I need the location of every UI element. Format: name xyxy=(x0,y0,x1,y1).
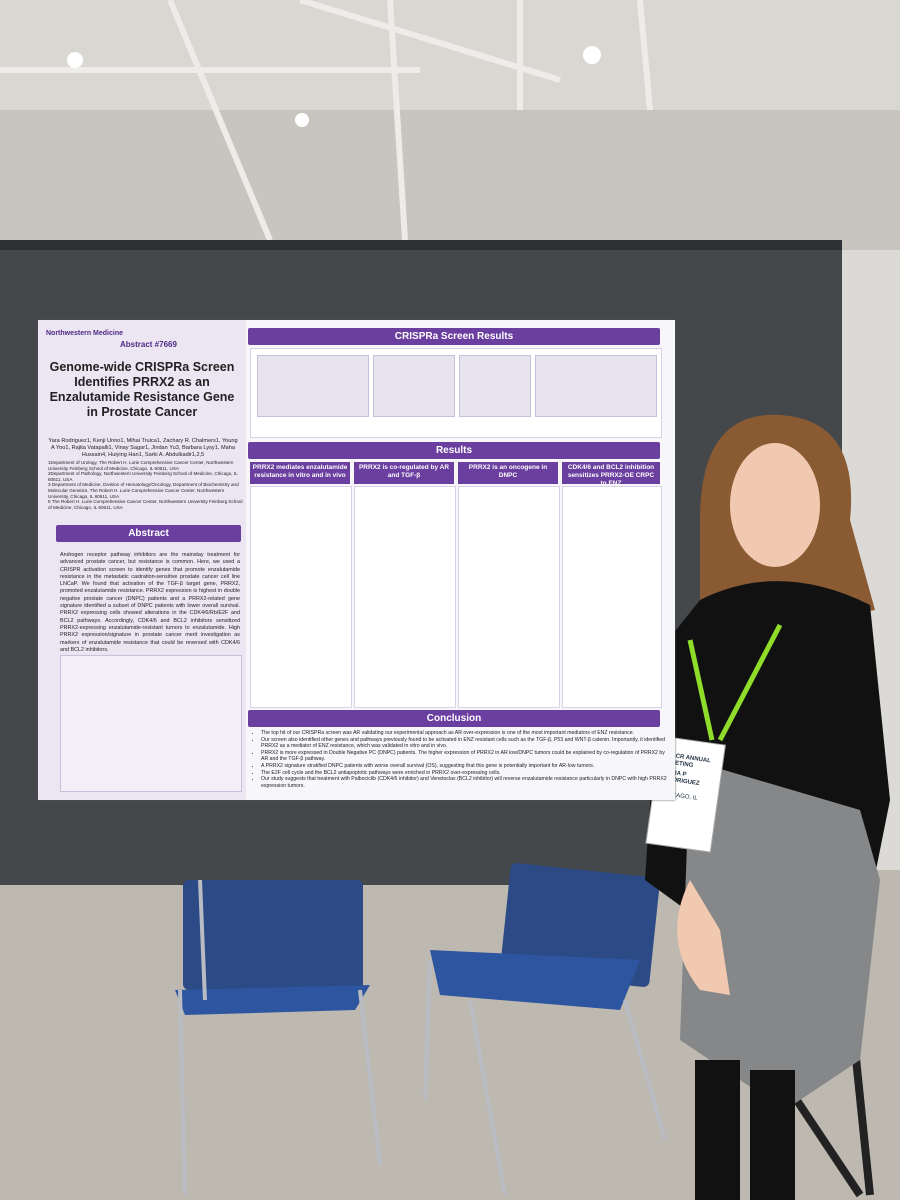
section-heading: Abstract xyxy=(56,525,241,542)
conclusion-bullet: The E2F cell cycle and the BCL2 antiapop… xyxy=(261,770,672,777)
board-frame xyxy=(0,240,842,250)
figure xyxy=(535,355,657,417)
column-heading: PRRX2 is co-regulated by AR and TGF-β xyxy=(354,462,454,484)
conclusion-bullet: A PRRX2 signature stratified DNPC patien… xyxy=(261,763,672,770)
authors: Yara Rodriguez1, Kenji Unno1, Mihai Trui… xyxy=(48,438,238,458)
conclusion-bullet: The top hit of our CRISPRa screen was AR… xyxy=(261,730,672,737)
panel xyxy=(458,486,560,708)
ceiling-light xyxy=(583,46,601,64)
column-heading: CDK4/6 and BCL2 inhibition sensitizes PR… xyxy=(562,462,660,487)
ceiling-light xyxy=(295,113,309,127)
affiliations: 1Department of Urology, The Robert H. Lu… xyxy=(48,460,244,510)
figure xyxy=(257,355,369,417)
conclusion-bullet: PRRX2 is more expressed in Double Negati… xyxy=(261,750,672,763)
section-heading: Conclusion xyxy=(248,710,660,727)
affiliation: 5 The Robert H. Lurie Comprehensive Canc… xyxy=(48,499,243,510)
chair xyxy=(423,863,667,1196)
panel xyxy=(250,486,352,708)
panel xyxy=(562,486,662,708)
affiliation: 2Department of Pathology, Northwestern U… xyxy=(48,471,238,482)
panel xyxy=(354,486,456,708)
easel-leg xyxy=(786,1087,864,1198)
section-heading: Results xyxy=(248,442,660,459)
column-heading: PRRX2 mediates enzalutamide resistance i… xyxy=(250,462,350,484)
conclusion: The top hit of our CRISPRa screen was AR… xyxy=(252,730,672,789)
figure xyxy=(373,355,455,417)
poster: Northwestern Medicine Abstract #7669 Gen… xyxy=(38,320,675,800)
conclusion-bullet: Our study suggests that treatment with P… xyxy=(261,776,672,789)
affiliation: 3 Department of Medicine, Division of He… xyxy=(48,482,239,499)
person xyxy=(645,414,890,1200)
schematic-figure xyxy=(60,655,242,792)
column-heading: PRRX2 is an oncogene in DNPC xyxy=(458,462,558,484)
section-heading: CRISPRa Screen Results xyxy=(248,328,660,345)
trusses xyxy=(0,0,653,242)
ceiling-light xyxy=(67,52,83,68)
abstract-text: Androgen receptor pathway inhibitors are… xyxy=(60,552,240,653)
wall xyxy=(0,110,900,250)
conclusion-bullet: Our screen also identified other genes a… xyxy=(261,737,672,750)
figure xyxy=(459,355,531,417)
affiliation: 1Department of Urology, The Robert H. Lu… xyxy=(48,460,234,471)
logo: Northwestern Medicine xyxy=(46,330,124,337)
chair xyxy=(175,879,382,1196)
abstract-number: Abstract #7669 xyxy=(120,340,177,349)
poster-title: Genome-wide CRISPRa Screen Identifies PR… xyxy=(49,360,235,419)
panel xyxy=(250,348,662,438)
